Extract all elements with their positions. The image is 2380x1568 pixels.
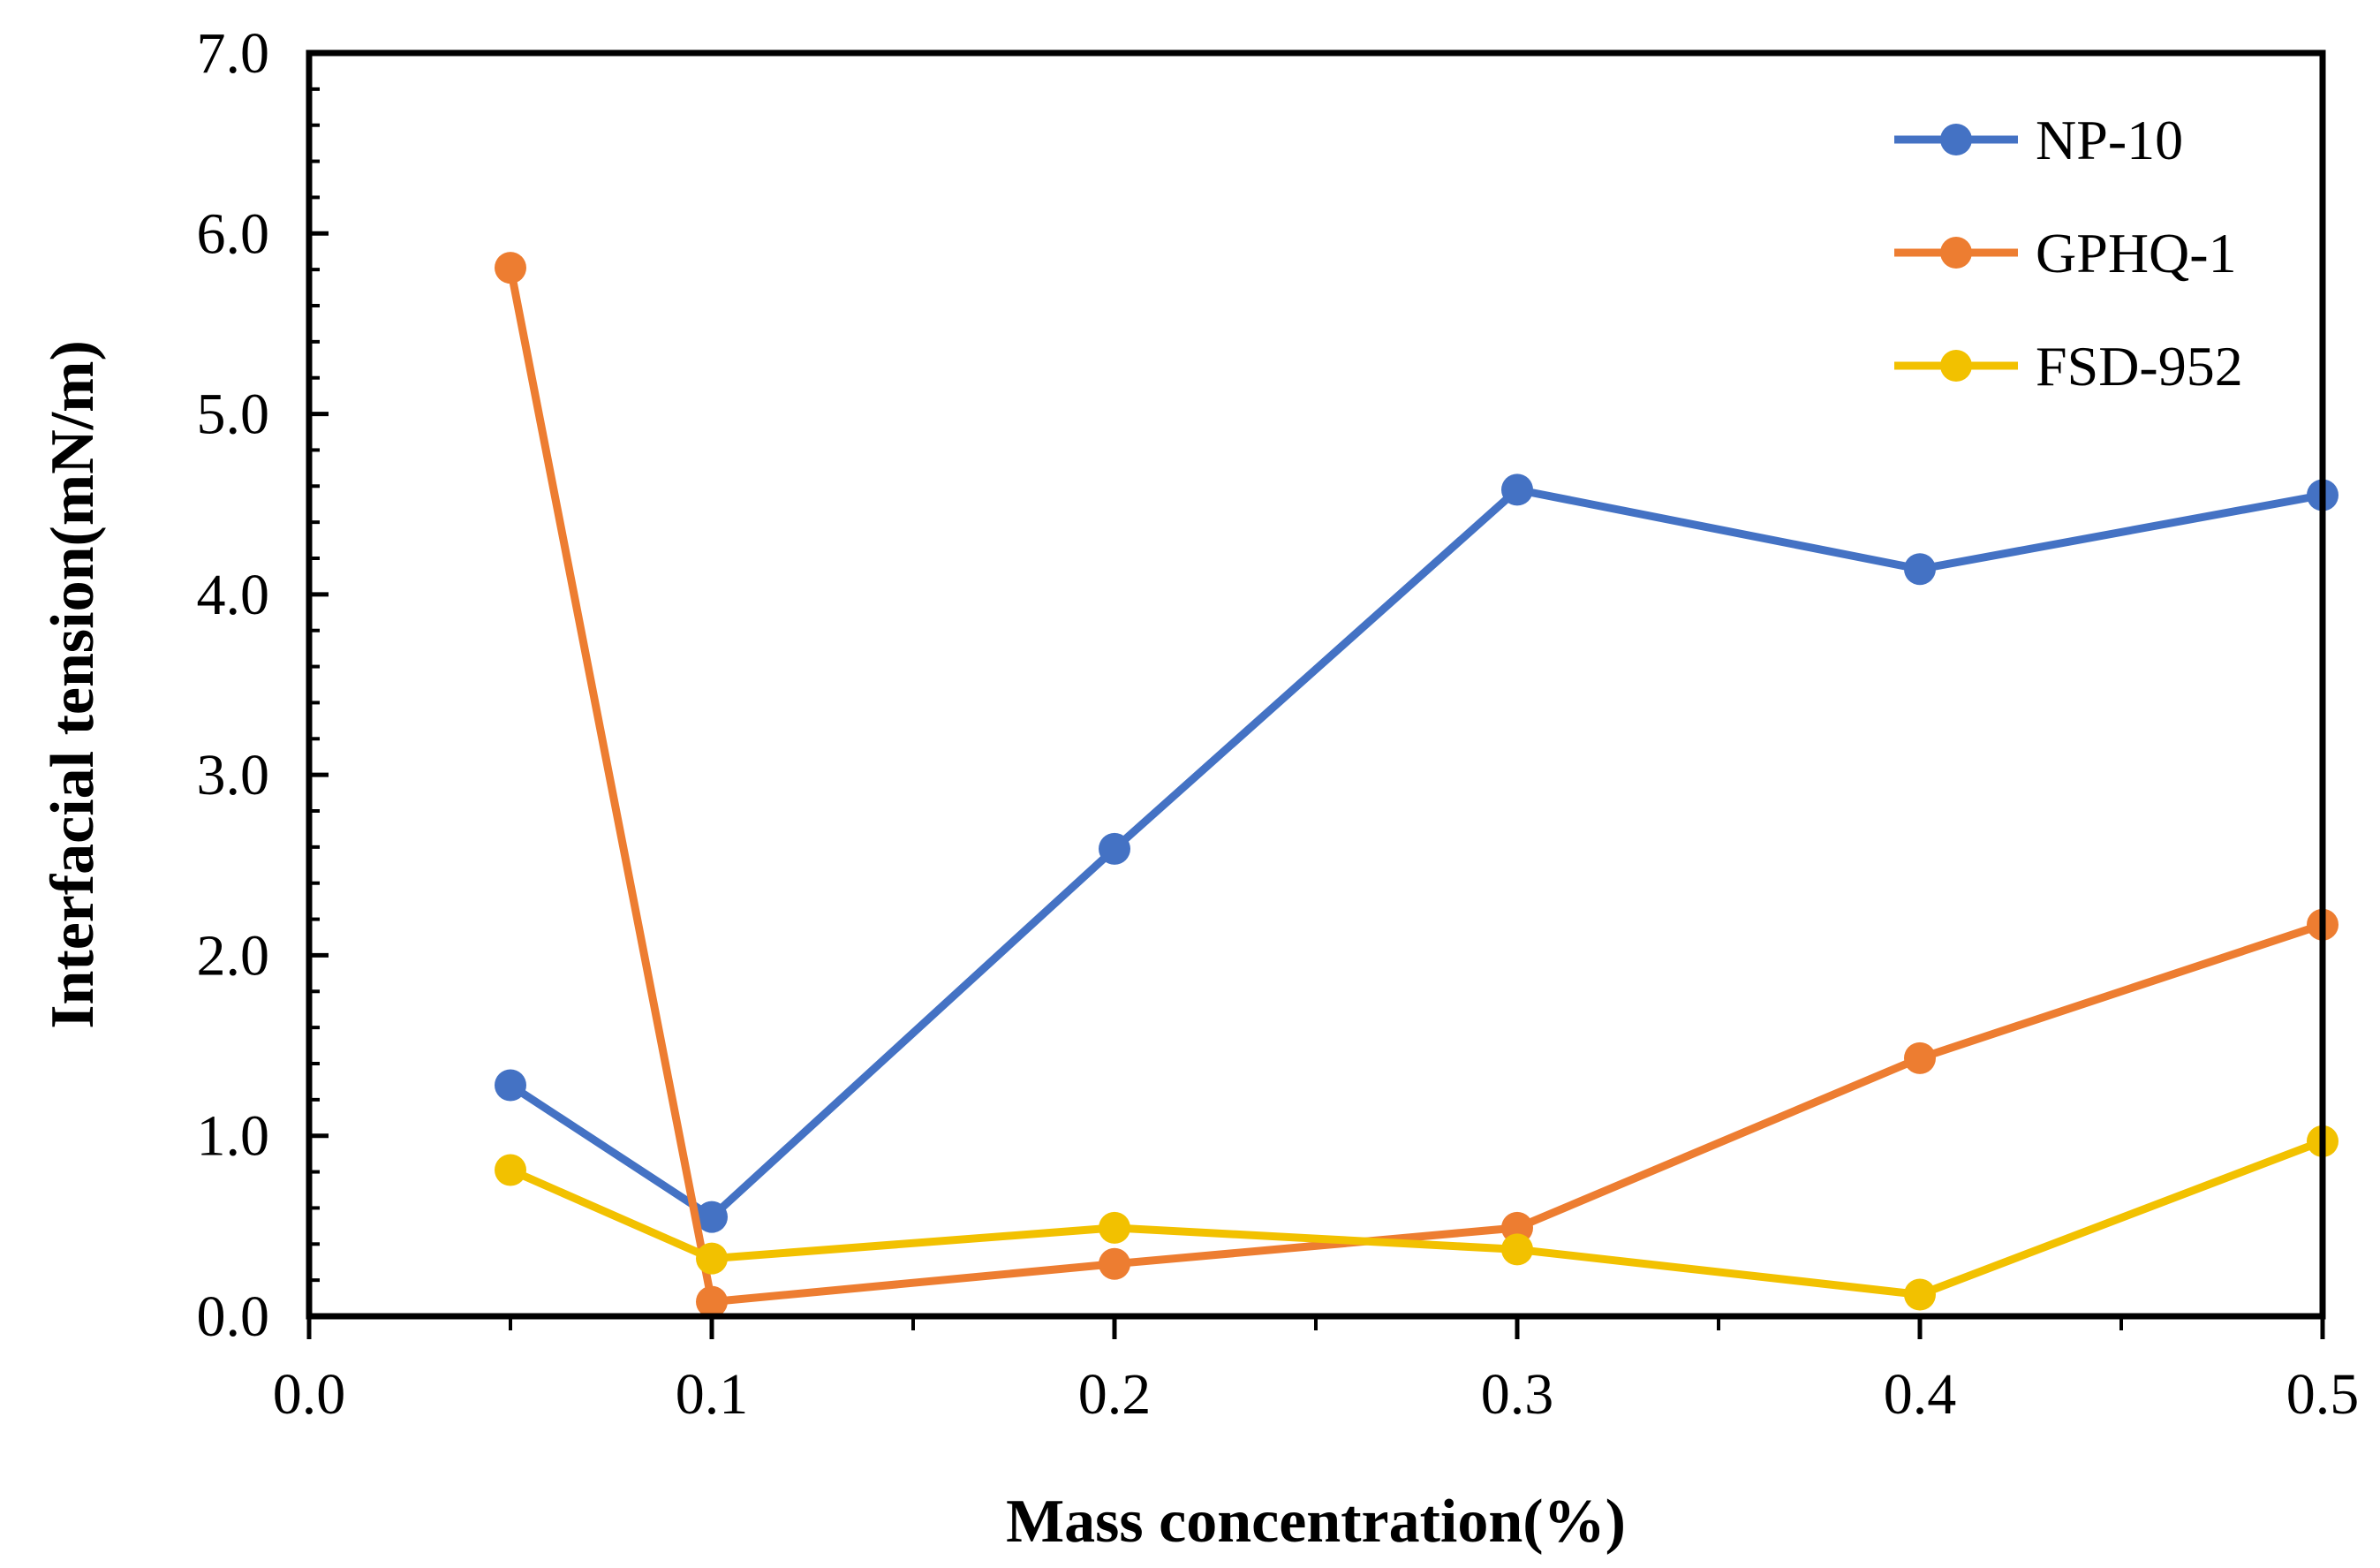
data-point (1099, 1247, 1130, 1280)
y-tick-label: 1.0 (197, 1104, 270, 1169)
series-line (509, 1137, 2324, 1299)
data-point (1904, 1042, 1936, 1074)
legend: NP-10 GPHQ-1 FSD-952 (1894, 109, 2243, 398)
series-GPHQ-1 (495, 252, 2338, 1318)
data-point (696, 1201, 728, 1233)
data-point (696, 1242, 728, 1275)
data-point (495, 1069, 526, 1102)
x-tick-label: 0.3 (1481, 1362, 1554, 1427)
x-tick-label: 0.4 (1884, 1362, 1957, 1427)
x-tick-label: 0.1 (676, 1362, 749, 1427)
y-tick-label: 0.0 (197, 1284, 270, 1349)
legend-label: FSD-952 (2036, 335, 2243, 398)
legend-label: NP-10 (2036, 109, 2183, 171)
data-point (1099, 1211, 1130, 1244)
legend-label: GPHQ-1 (2036, 222, 2237, 284)
legend-item: GPHQ-1 (1894, 222, 2237, 284)
data-point (1501, 1233, 1533, 1266)
series-layer (495, 252, 2338, 1318)
data-point (495, 1154, 526, 1186)
series-NP-10 (495, 473, 2338, 1233)
y-tick-label: 6.0 (197, 201, 270, 266)
series-line (506, 267, 2324, 1307)
x-tick-label: 0.5 (2286, 1362, 2360, 1427)
y-tick-label: 3.0 (197, 743, 270, 807)
y-tick-label: 4.0 (197, 563, 270, 627)
y-axis-title: Interfacial tension(mN/m) (39, 340, 107, 1029)
x-tick-label: 0.2 (1078, 1362, 1152, 1427)
legend-marker (1940, 350, 1972, 382)
y-tick-label: 2.0 (197, 923, 270, 988)
y-axis-tick-labels: 0.0 1.0 2.0 3.0 4.0 5.0 6.0 7.0 (197, 21, 270, 1349)
data-point (1501, 473, 1533, 506)
data-point (1904, 1278, 1936, 1311)
series-line (508, 485, 2323, 1222)
plot-area-frame (306, 49, 2326, 1320)
y-tick-label: 7.0 (197, 21, 270, 86)
legend-item: NP-10 (1894, 109, 2183, 171)
data-point (696, 1285, 728, 1318)
legend-marker (1940, 124, 1972, 155)
x-axis-tick-labels: 0.0 0.1 0.2 0.3 0.4 0.5 (273, 1362, 2360, 1427)
data-point (495, 252, 526, 284)
y-tick-label: 5.0 (197, 383, 270, 447)
axis-ticks (306, 50, 2325, 1339)
data-point (1904, 553, 1936, 586)
series-FSD-952 (495, 1125, 2338, 1311)
x-axis-title: Mass concentration(%) (1006, 1488, 1626, 1556)
x-tick-label: 0.0 (273, 1362, 346, 1427)
legend-item: FSD-952 (1894, 335, 2243, 398)
legend-marker (1940, 237, 1972, 269)
data-point (1099, 832, 1130, 865)
